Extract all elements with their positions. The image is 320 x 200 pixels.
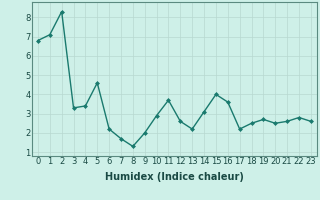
X-axis label: Humidex (Indice chaleur): Humidex (Indice chaleur) <box>105 172 244 182</box>
